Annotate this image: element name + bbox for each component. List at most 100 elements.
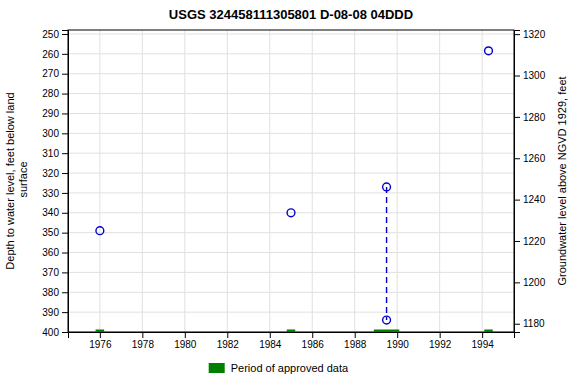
x-tick-label: 1992 (429, 339, 452, 350)
x-tick-mark (100, 332, 101, 338)
y-tick-label: 390 (42, 307, 59, 318)
y-tick-mark (62, 34, 68, 35)
x-tick-label: 1994 (472, 339, 495, 350)
y-tick-label: 310 (42, 148, 59, 159)
x-tick: 1990 (387, 332, 410, 350)
x-tick: 1988 (344, 332, 367, 350)
data-point (383, 183, 391, 191)
y-tick-label: 320 (42, 168, 59, 179)
y2-tick-mark (514, 76, 520, 77)
y-tick: 260 (42, 49, 68, 60)
y2-tick: 1260 (514, 153, 546, 164)
y-tick: 290 (42, 108, 68, 119)
y2-tick-mark (514, 282, 520, 283)
y2-tick-mark (514, 200, 520, 201)
y2-tick-mark (514, 241, 520, 242)
data-point (485, 47, 493, 55)
y-tick: 280 (42, 88, 68, 99)
y2-tick-label: 1280 (523, 112, 546, 123)
grid-line-y (68, 252, 514, 253)
y-tick: 320 (42, 168, 68, 179)
y-tick-mark (62, 312, 68, 313)
data-point (96, 227, 104, 235)
grid-line-x (227, 30, 228, 332)
y-tick-label: 360 (42, 247, 59, 258)
legend-item: Period of approved data (209, 362, 349, 374)
y-tick: 400 (42, 327, 68, 338)
grid-line-y (68, 173, 514, 174)
y-tick-mark (62, 292, 68, 293)
data-point (383, 316, 391, 324)
y2-tick: 1280 (514, 112, 546, 123)
legend: Period of approved data (209, 362, 349, 374)
grid-line-y (68, 93, 514, 94)
x-tick: 1980 (174, 332, 197, 350)
approved-period-line (96, 330, 493, 333)
x-tick: 1976 (89, 332, 112, 350)
y-tick: 390 (42, 307, 68, 318)
grid-line-y (68, 312, 514, 313)
y-tick-mark (62, 233, 68, 234)
grid-line-x (354, 30, 355, 332)
y-axis-title-line: surface (17, 161, 29, 200)
data-marks (96, 47, 493, 332)
x-tick: 1984 (259, 332, 282, 350)
grid-line-y (68, 53, 514, 54)
y-tick-mark (62, 74, 68, 75)
y-tick: 380 (42, 287, 68, 298)
y2-tick: 1240 (514, 194, 546, 205)
x-tick-label: 1978 (132, 339, 155, 350)
x-tick-mark (397, 332, 398, 338)
y2-tick-label: 1320 (523, 29, 546, 40)
y-tick: 300 (42, 128, 68, 139)
y-tick-mark (62, 54, 68, 55)
y-axis-title: Depth to water level, feet below land su… (4, 92, 29, 269)
y2-tick-label: 1300 (523, 70, 546, 81)
grid-line-x (482, 30, 483, 332)
y-tick-mark (62, 253, 68, 254)
y-tick: 250 (42, 29, 68, 40)
x-tick-label: 1984 (259, 339, 282, 350)
y-tick-mark (62, 94, 68, 95)
y-tick: 360 (42, 247, 68, 258)
x-tick-mark (440, 332, 441, 338)
chart-title: USGS 324458111305801 D-08-08 04DDD (169, 7, 413, 22)
y-tick-mark (62, 113, 68, 114)
y-tick: 310 (42, 148, 68, 159)
grid-line-y (68, 73, 514, 74)
y2-tick: 1180 (514, 318, 545, 329)
x-axis-line (69, 333, 515, 339)
legend-label: Period of approved data (231, 362, 349, 374)
y-tick: 340 (42, 207, 68, 218)
y-tick-label: 300 (42, 128, 59, 139)
y2-tick-mark (514, 117, 520, 118)
plot: 1976197819801982198419861988199019921994… (4, 29, 568, 350)
grid-line-x (439, 30, 440, 332)
y-tick: 270 (42, 68, 68, 79)
grid-line-x (269, 30, 270, 332)
x-tick: 1982 (217, 332, 240, 350)
y-tick-label: 330 (42, 188, 59, 199)
y2-tick-label: 1180 (523, 318, 545, 329)
grid-line-x (312, 30, 313, 332)
grid-line-y (68, 33, 514, 34)
y2-tick-mark (514, 324, 520, 325)
x-tick-label: 1982 (217, 339, 240, 350)
y-tick: 330 (42, 188, 68, 199)
x-tick-mark (270, 332, 271, 338)
y-tick-mark (62, 213, 68, 214)
y-tick-label: 340 (42, 207, 59, 218)
y-tick-mark (62, 332, 68, 333)
y-tick-label: 350 (42, 227, 59, 238)
y2-tick-mark (514, 158, 520, 159)
y-tick: 350 (42, 227, 68, 238)
grid-line-y (68, 272, 514, 273)
x-tick-label: 1990 (387, 339, 410, 350)
x-tick-mark (482, 332, 483, 338)
legend-swatch (209, 363, 225, 373)
grid-line-x (142, 30, 143, 332)
y2-axis-line (515, 31, 521, 333)
y2-tick-label: 1220 (523, 236, 546, 247)
y-tick-label: 400 (42, 327, 59, 338)
x-tick: 1994 (472, 332, 495, 350)
